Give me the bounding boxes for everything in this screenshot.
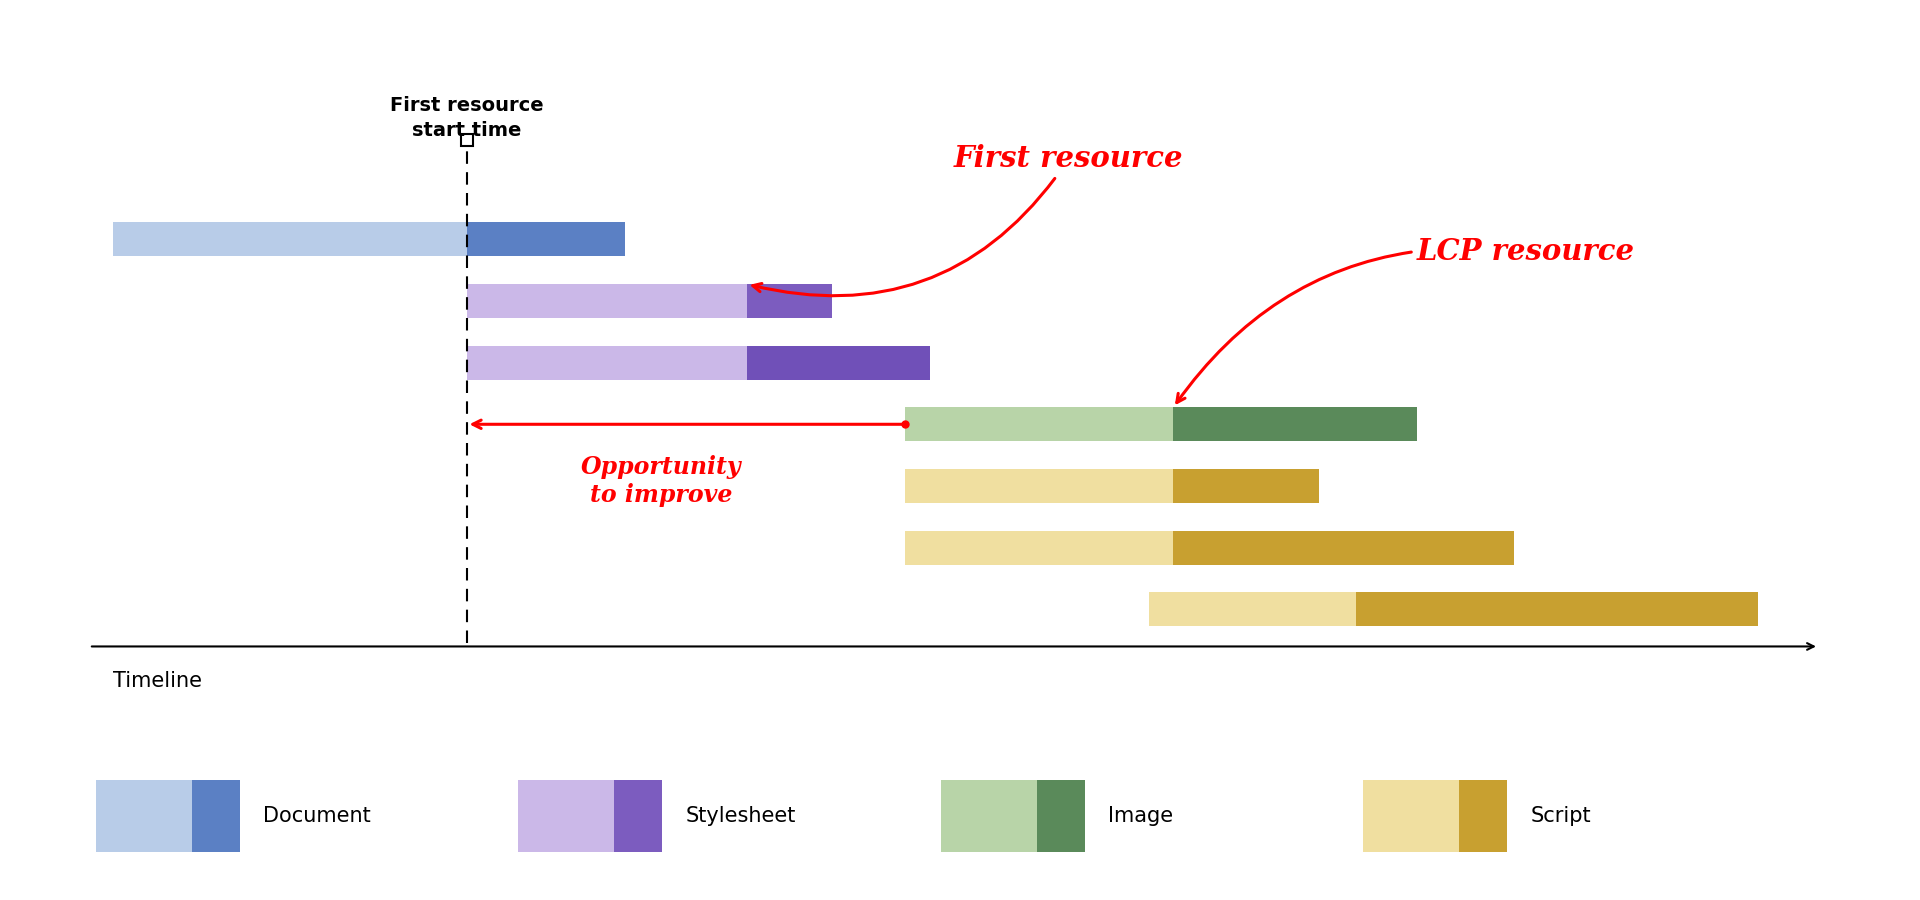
Text: LCP resource: LCP resource bbox=[1177, 237, 1634, 402]
Bar bbox=[518, 780, 614, 852]
Bar bbox=[941, 780, 1037, 852]
Bar bbox=[192, 780, 240, 852]
Bar bbox=[1037, 780, 1085, 852]
Bar bbox=[904, 469, 1173, 503]
Text: Stylesheet: Stylesheet bbox=[685, 806, 795, 826]
Text: First resource
start time: First resource start time bbox=[390, 96, 543, 140]
Text: Document: Document bbox=[263, 806, 371, 826]
Text: First resource: First resource bbox=[753, 144, 1183, 296]
Bar bbox=[1148, 592, 1356, 626]
Text: Timeline: Timeline bbox=[113, 671, 202, 691]
Bar bbox=[113, 222, 467, 256]
Bar bbox=[1356, 592, 1759, 626]
Bar bbox=[1173, 531, 1515, 564]
Bar bbox=[1459, 780, 1507, 852]
Bar bbox=[904, 531, 1173, 564]
Bar bbox=[1173, 408, 1417, 441]
Bar bbox=[747, 284, 831, 318]
Text: Opportunity
to improve: Opportunity to improve bbox=[582, 455, 741, 507]
Bar bbox=[904, 408, 1173, 441]
Bar bbox=[1173, 469, 1319, 503]
Bar bbox=[1363, 780, 1459, 852]
Bar bbox=[614, 780, 662, 852]
Bar bbox=[467, 346, 747, 380]
Bar bbox=[467, 222, 626, 256]
Text: Image: Image bbox=[1108, 806, 1173, 826]
Bar bbox=[747, 346, 929, 380]
Text: Script: Script bbox=[1530, 806, 1592, 826]
Bar bbox=[467, 284, 747, 318]
Bar bbox=[96, 780, 192, 852]
